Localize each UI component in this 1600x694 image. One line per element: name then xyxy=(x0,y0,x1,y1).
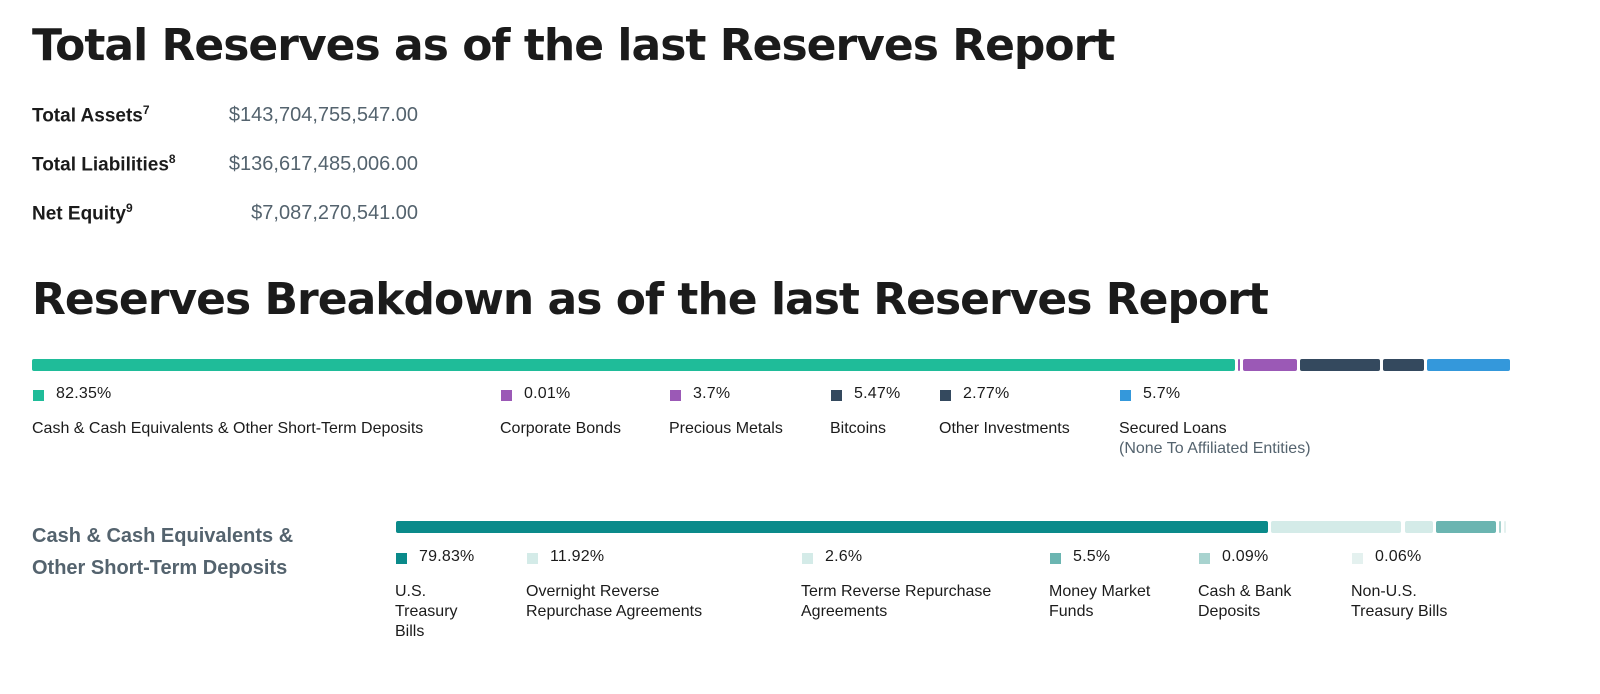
footnote-marker[interactable]: 8 xyxy=(168,152,176,166)
bar-segment-4 xyxy=(1300,359,1381,371)
total-liabilities-value: $136,617,485,006.00 xyxy=(228,153,418,175)
legend-category: Overnight Reverse Repurchase Agreements xyxy=(526,583,703,620)
bar-segment-4 xyxy=(1435,521,1496,533)
legend-swatch xyxy=(802,553,813,564)
legend-category: Non-U.S. Treasury Bills xyxy=(1351,583,1448,620)
legend-percent: 5.47% xyxy=(854,385,901,402)
legend-swatch xyxy=(33,390,44,401)
legend-percent: 2.77% xyxy=(963,385,1010,402)
total-liabilities-row: Total Liabilities8 $136,617,485,006.00 xyxy=(32,152,422,182)
bar-segment-1 xyxy=(32,359,1236,371)
legend-category: Cash & Cash Equivalents & Other Short-Te… xyxy=(32,420,424,437)
net-equity-value: $7,087,270,541.00 xyxy=(251,202,418,224)
legend-percent: 5.5% xyxy=(1073,548,1111,565)
cash-equivalents-stacked-bar xyxy=(396,521,1506,533)
total-reserves-title: Total Reserves as of the last Reserves R… xyxy=(32,20,1115,71)
legend-category: Corporate Bonds xyxy=(500,420,621,437)
bar-segment-3 xyxy=(1404,521,1433,533)
bar-segment-6 xyxy=(1426,359,1510,371)
legend-percent: 0.01% xyxy=(524,385,571,402)
legend-percent: 5.7% xyxy=(1143,385,1181,402)
bar-segment-5 xyxy=(1499,521,1501,533)
legend-category: Secured Loans xyxy=(1119,420,1227,437)
reserves-breakdown-stacked-bar xyxy=(32,359,1510,371)
bar-segment-6 xyxy=(1504,521,1506,533)
legend-swatch xyxy=(501,390,512,401)
footnote-marker[interactable]: 9 xyxy=(125,201,133,215)
total-liabilities-label: Total Liabilities8 xyxy=(32,152,176,176)
legend-category: Money Market Funds xyxy=(1049,583,1151,620)
total-assets-row: Total Assets7 $143,704,755,547.00 xyxy=(32,103,422,133)
cash-equivalents-section-title: Cash & Cash Equivalents & Other Short-Te… xyxy=(32,525,294,579)
total-assets-value: $143,704,755,547.00 xyxy=(228,104,418,126)
legend-percent: 11.92% xyxy=(550,548,605,565)
legend-percent: 3.7% xyxy=(693,385,731,402)
legend-swatch xyxy=(1199,553,1210,564)
legend-swatch xyxy=(1352,553,1363,564)
legend-swatch xyxy=(940,390,951,401)
legend-percent: 79.83% xyxy=(419,548,475,565)
bar-segment-2 xyxy=(1271,521,1402,533)
legend-category: Term Reverse Repurchase Agreements xyxy=(801,583,992,620)
net-equity-label: Net Equity9 xyxy=(32,201,133,225)
legend-category-note: (None To Affiliated Entities) xyxy=(1119,440,1311,457)
legend-percent: 2.6% xyxy=(825,548,863,565)
bar-segment-2 xyxy=(1238,359,1241,371)
footnote-marker[interactable]: 7 xyxy=(142,103,150,117)
net-equity-row: Net Equity9 $7,087,270,541.00 xyxy=(32,201,422,231)
legend-percent: 0.09% xyxy=(1222,548,1269,565)
legend-category: Bitcoins xyxy=(830,420,887,437)
legend-category: U.S. Treasury Bills xyxy=(395,583,458,640)
legend-percent: 82.35% xyxy=(56,385,112,402)
legend-swatch xyxy=(396,553,407,564)
bar-segment-3 xyxy=(1243,359,1298,371)
legend-category: Other Investments xyxy=(939,420,1070,437)
legend-percent: 0.06% xyxy=(1375,548,1422,565)
legend-swatch xyxy=(1050,553,1061,564)
legend-category: Cash & Bank Deposits xyxy=(1198,583,1292,620)
legend-swatch xyxy=(831,390,842,401)
bar-segment-1 xyxy=(396,521,1269,533)
legend-swatch xyxy=(527,553,538,564)
legend-swatch xyxy=(1120,390,1131,401)
total-assets-label: Total Assets7 xyxy=(32,103,150,127)
reserves-breakdown-title: Reserves Breakdown as of the last Reserv… xyxy=(32,274,1269,325)
bar-segment-5 xyxy=(1383,359,1424,371)
legend-category: Precious Metals xyxy=(669,420,783,437)
legend-swatch xyxy=(670,390,681,401)
